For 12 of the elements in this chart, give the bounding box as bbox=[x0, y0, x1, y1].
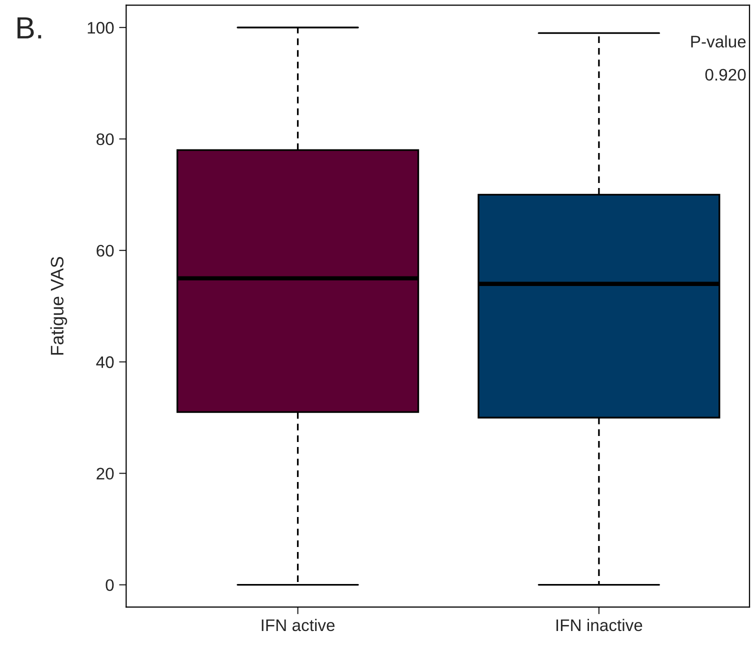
y-tick-label: 60 bbox=[96, 244, 114, 257]
annotation: P-value bbox=[691, 35, 746, 48]
text: B. bbox=[18, 17, 42, 38]
y-tick-label: 80 bbox=[96, 133, 114, 146]
x-tick-label: IFN inactive bbox=[556, 618, 642, 632]
y-axis-title: Fatigue VAS bbox=[50, 256, 68, 355]
annotation: 0.920 bbox=[705, 68, 746, 81]
y-tick-label: 100 bbox=[88, 22, 114, 34]
y-tick-label: 40 bbox=[96, 356, 114, 368]
y-tick-label: 0 bbox=[106, 579, 114, 592]
x-tick-label: IFN active bbox=[262, 618, 335, 632]
y-tick-label: 20 bbox=[96, 468, 114, 480]
